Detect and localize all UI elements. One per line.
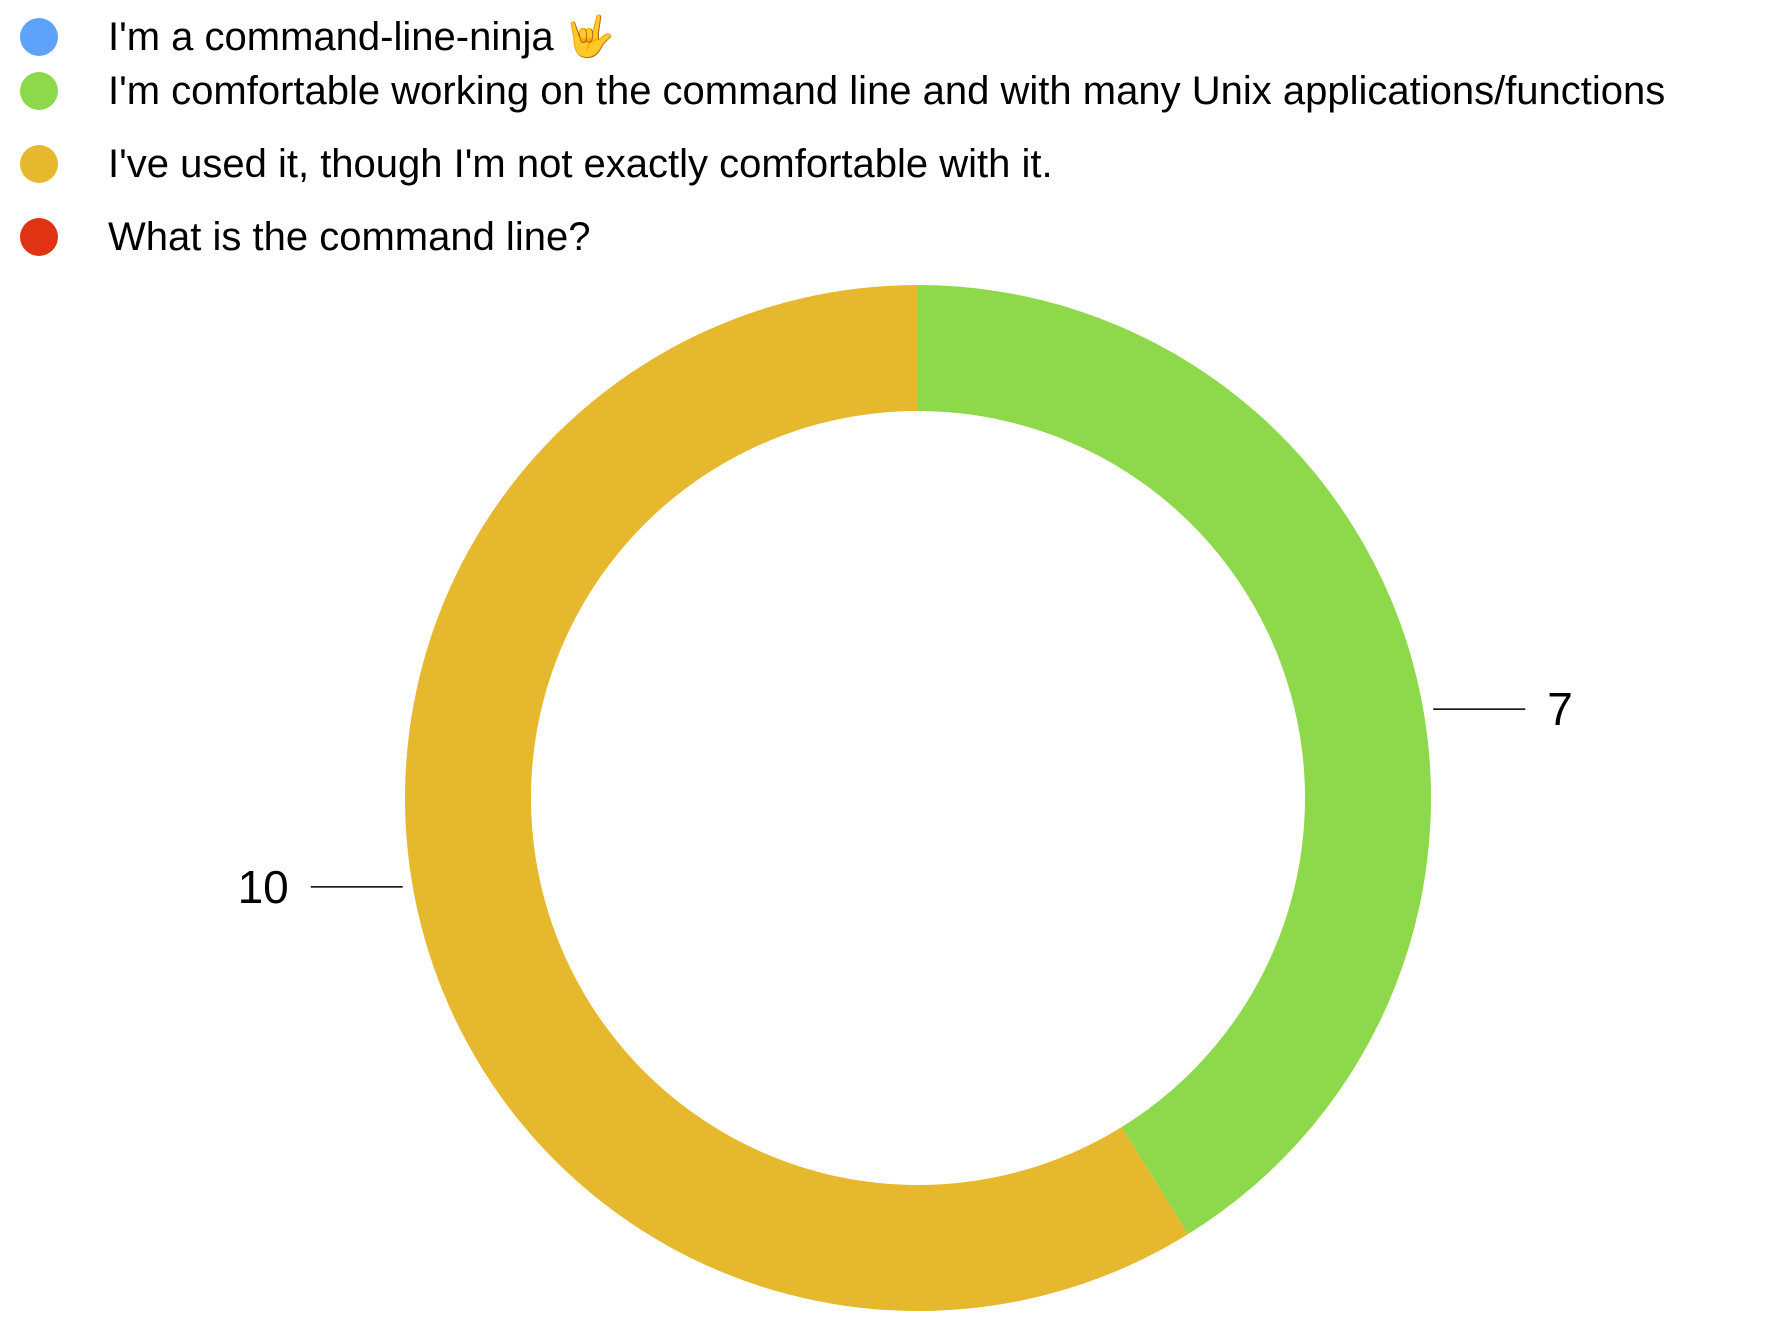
legend-swatch-used-it (20, 145, 58, 183)
donut-slice-i-ve-used-it-though-i-m-not-ex (405, 285, 1189, 1311)
legend-label-comfortable: I'm comfortable working on the command l… (108, 69, 1666, 113)
data-label-10: 10 (238, 861, 289, 913)
legend-swatch-what-is (20, 218, 58, 256)
legend-swatch-comfortable (20, 72, 58, 110)
donut-slice-i-m-comfortable-working-on-the (918, 285, 1432, 1235)
legend-label-used-it: I've used it, though I'm not exactly com… (108, 142, 1053, 186)
legend-label-ninja: I'm a command-line-ninja 🤟 (108, 15, 615, 59)
legend-swatch-ninja (20, 18, 58, 56)
legend-item-ninja: I'm a command-line-ninja 🤟 (20, 14, 615, 60)
legend-item-used-it: I've used it, though I'm not exactly com… (20, 141, 1053, 187)
legend-item-what-is: What is the command line? (20, 214, 590, 260)
legend-item-comfortable: I'm comfortable working on the command l… (20, 68, 1665, 114)
data-label-7: 7 (1547, 683, 1573, 735)
legend-label-what-is: What is the command line? (108, 215, 591, 259)
